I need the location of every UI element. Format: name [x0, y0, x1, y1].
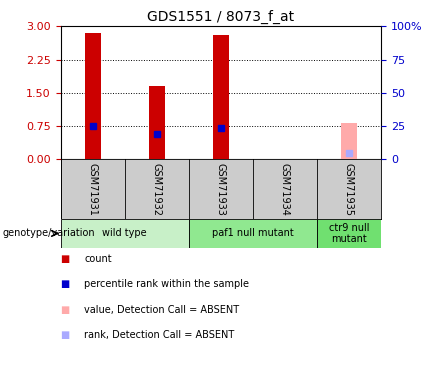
Text: ■: ■	[61, 279, 70, 289]
Text: GSM71931: GSM71931	[87, 163, 98, 216]
Text: GSM71932: GSM71932	[152, 163, 162, 216]
Text: GSM71935: GSM71935	[344, 163, 354, 216]
Text: GSM71933: GSM71933	[216, 163, 226, 216]
Text: percentile rank within the sample: percentile rank within the sample	[84, 279, 249, 289]
Text: genotype/variation: genotype/variation	[2, 228, 95, 238]
Bar	[85, 33, 100, 159]
Text: ■: ■	[61, 254, 70, 264]
Text: wild type: wild type	[102, 228, 147, 238]
Text: GSM71934: GSM71934	[280, 163, 290, 216]
Bar	[189, 219, 317, 248]
Text: value, Detection Call = ABSENT: value, Detection Call = ABSENT	[84, 305, 239, 315]
Text: rank, Detection Call = ABSENT: rank, Detection Call = ABSENT	[84, 330, 235, 340]
Text: ■: ■	[61, 330, 70, 340]
Text: ctr9 null
mutant: ctr9 null mutant	[329, 223, 369, 244]
Bar	[61, 219, 189, 248]
Text: paf1 null mutant: paf1 null mutant	[212, 228, 294, 238]
Text: ■: ■	[61, 305, 70, 315]
Text: count: count	[84, 254, 112, 264]
Bar	[149, 86, 165, 159]
Title: GDS1551 / 8073_f_at: GDS1551 / 8073_f_at	[147, 10, 294, 24]
Bar	[341, 123, 357, 159]
Bar	[317, 219, 381, 248]
Bar	[213, 35, 229, 159]
